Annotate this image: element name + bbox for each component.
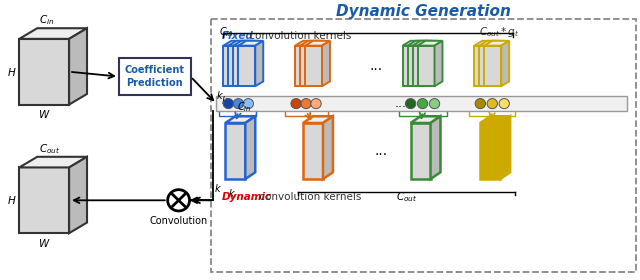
Polygon shape: [403, 41, 428, 46]
Circle shape: [311, 99, 321, 109]
Text: Convolution: Convolution: [150, 216, 208, 226]
Polygon shape: [19, 167, 69, 233]
Polygon shape: [300, 41, 325, 46]
Polygon shape: [484, 41, 509, 46]
Polygon shape: [322, 41, 330, 86]
Circle shape: [301, 99, 311, 109]
Polygon shape: [479, 46, 496, 86]
Polygon shape: [305, 46, 322, 86]
Polygon shape: [403, 46, 420, 86]
Polygon shape: [323, 116, 333, 179]
Polygon shape: [411, 116, 440, 123]
Circle shape: [405, 99, 416, 109]
Polygon shape: [474, 41, 499, 46]
Polygon shape: [303, 116, 333, 123]
Circle shape: [233, 99, 244, 109]
Polygon shape: [480, 116, 510, 123]
Circle shape: [223, 99, 234, 109]
Circle shape: [291, 99, 301, 109]
Polygon shape: [496, 41, 504, 86]
Circle shape: [499, 99, 509, 109]
Polygon shape: [234, 46, 250, 86]
Polygon shape: [295, 46, 312, 86]
FancyBboxPatch shape: [119, 58, 191, 95]
Polygon shape: [420, 41, 428, 86]
Text: convolution kernels: convolution kernels: [246, 31, 352, 41]
Polygon shape: [500, 116, 510, 179]
Text: $k$: $k$: [214, 182, 223, 194]
Polygon shape: [492, 41, 499, 86]
Polygon shape: [429, 41, 438, 86]
Polygon shape: [245, 116, 255, 179]
Text: $C_{in}$: $C_{in}$: [39, 13, 54, 27]
Text: $k$: $k$: [228, 187, 236, 199]
Polygon shape: [223, 41, 248, 46]
Polygon shape: [474, 46, 492, 86]
Polygon shape: [19, 28, 87, 39]
Text: $H$: $H$: [7, 194, 17, 206]
Text: ...: ...: [369, 59, 382, 73]
Circle shape: [429, 99, 440, 109]
Circle shape: [243, 99, 253, 109]
Polygon shape: [228, 41, 253, 46]
Circle shape: [417, 99, 428, 109]
Polygon shape: [408, 41, 433, 46]
Polygon shape: [300, 46, 317, 86]
Polygon shape: [238, 41, 263, 46]
Polygon shape: [413, 46, 429, 86]
Polygon shape: [245, 41, 253, 86]
Bar: [216, 96, 627, 111]
Polygon shape: [234, 41, 259, 46]
Polygon shape: [479, 41, 504, 46]
Text: $H$: $H$: [7, 66, 17, 78]
Text: Dynamic: Dynamic: [221, 192, 271, 202]
Polygon shape: [241, 41, 248, 86]
Polygon shape: [238, 46, 255, 86]
Polygon shape: [255, 41, 263, 86]
Polygon shape: [303, 123, 323, 179]
Polygon shape: [408, 46, 424, 86]
Polygon shape: [295, 41, 320, 46]
Polygon shape: [225, 123, 245, 179]
Text: $C_{in}$: $C_{in}$: [237, 101, 252, 114]
Polygon shape: [19, 157, 87, 167]
Polygon shape: [435, 41, 442, 86]
Polygon shape: [411, 123, 431, 179]
Polygon shape: [417, 41, 442, 46]
Polygon shape: [312, 41, 320, 86]
Polygon shape: [413, 41, 438, 46]
Text: $k$: $k$: [216, 89, 225, 101]
Polygon shape: [250, 41, 259, 86]
Text: $C_{out}$: $C_{out}$: [39, 142, 61, 156]
Polygon shape: [223, 46, 241, 86]
Text: Coefficient
Prediction: Coefficient Prediction: [125, 65, 185, 88]
Text: convolution kernels: convolution kernels: [256, 192, 362, 202]
Text: ...: ...: [374, 144, 387, 158]
Text: $W$: $W$: [38, 108, 51, 120]
Text: $C_{out}$: $C_{out}$: [396, 190, 417, 204]
Text: $W$: $W$: [38, 237, 51, 249]
Polygon shape: [305, 41, 330, 46]
Polygon shape: [484, 46, 501, 86]
Circle shape: [475, 99, 486, 109]
FancyBboxPatch shape: [211, 18, 636, 272]
Text: ...: ...: [395, 97, 407, 110]
Polygon shape: [480, 123, 500, 179]
Text: $C_{in}$: $C_{in}$: [220, 25, 234, 39]
Circle shape: [487, 99, 497, 109]
Polygon shape: [317, 41, 325, 86]
Polygon shape: [417, 46, 435, 86]
Polygon shape: [228, 46, 245, 86]
Polygon shape: [69, 28, 87, 105]
Text: $k$: $k$: [221, 94, 229, 106]
Polygon shape: [69, 157, 87, 233]
Polygon shape: [225, 116, 255, 123]
Text: Fixed: Fixed: [221, 31, 253, 41]
Text: Dynamic Generation: Dynamic Generation: [336, 4, 511, 18]
Polygon shape: [431, 116, 440, 179]
Polygon shape: [501, 41, 509, 86]
Polygon shape: [19, 39, 69, 105]
Text: $C_{out} * g_t$: $C_{out} * g_t$: [479, 25, 519, 39]
Polygon shape: [424, 41, 433, 86]
